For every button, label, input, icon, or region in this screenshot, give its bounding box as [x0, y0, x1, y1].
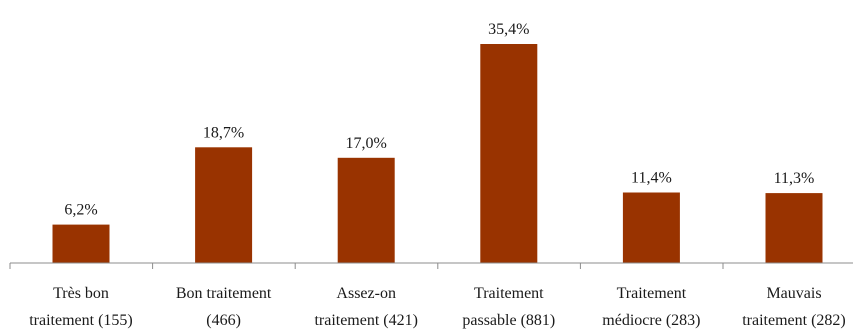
- bars-group: [52, 44, 823, 263]
- bar-1: [52, 224, 110, 263]
- category-label-line: Assez-on: [336, 285, 396, 302]
- category-label-3: Assez-on traitement (421): [314, 285, 418, 329]
- category-label-line: médiocre (283): [602, 312, 700, 329]
- bar-4: [480, 44, 538, 263]
- value-label-5: 11,4%: [631, 170, 672, 187]
- category-label-line: traitement (155): [29, 312, 133, 329]
- value-label-4: 35,4%: [488, 21, 529, 38]
- category-label-line: Bon traitement: [176, 285, 272, 302]
- category-label-line: (466): [206, 312, 241, 329]
- category-label-line: Traitement: [617, 285, 687, 302]
- category-label-6: Mauvais traitement (282): [742, 285, 846, 329]
- value-labels-group: 6,2% 18,7% 17,0% 35,4% 11,4% 11,3%: [64, 21, 814, 219]
- value-label-2: 18,7%: [203, 124, 244, 141]
- bar-2: [195, 147, 253, 263]
- category-label-line: Très bon: [53, 285, 109, 302]
- category-label-line: traitement (421): [314, 312, 418, 329]
- value-label-3: 17,0%: [346, 135, 387, 152]
- category-label-line: traitement (282): [742, 312, 846, 329]
- bar-6: [765, 193, 823, 263]
- bar-3: [337, 157, 395, 263]
- category-label-5: Traitement médiocre (283): [602, 285, 700, 329]
- category-label-line: Mauvais: [766, 285, 821, 302]
- category-label-line: Traitement: [474, 285, 544, 302]
- bar-5: [622, 192, 680, 263]
- category-label-2: Bon traitement (466): [176, 285, 272, 329]
- value-label-6: 11,3%: [774, 170, 815, 187]
- category-label-line: passable (881): [462, 312, 555, 329]
- value-label-1: 6,2%: [64, 202, 97, 219]
- x-axis-ticks-group: [9, 263, 724, 269]
- category-label-1: Très bon traitement (155): [29, 285, 133, 329]
- category-label-4: Traitement passable (881): [462, 285, 555, 329]
- category-labels-group: Très bon traitement (155) Bon traitement (4…: [29, 285, 846, 329]
